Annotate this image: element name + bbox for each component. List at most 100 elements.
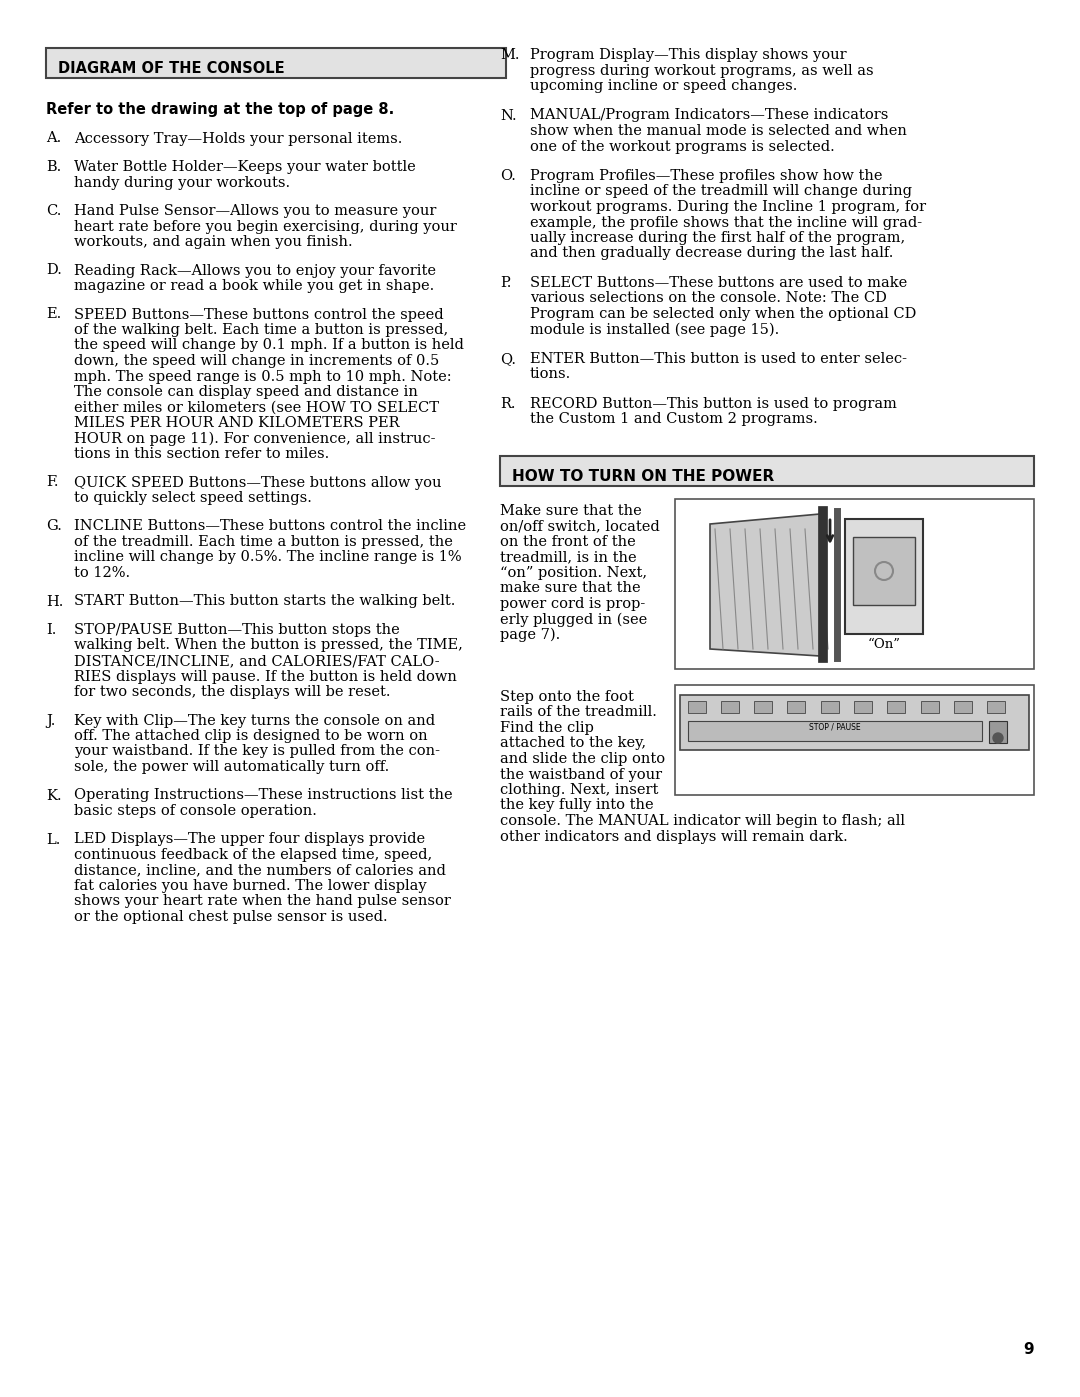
Text: Q.: Q. [500, 352, 516, 366]
Text: J.: J. [46, 714, 55, 728]
Text: RIES displays will pause. If the button is held down: RIES displays will pause. If the button … [75, 669, 457, 683]
Text: Water Bottle Holder—Keeps your water bottle: Water Bottle Holder—Keeps your water bot… [75, 161, 416, 175]
Text: K.: K. [46, 788, 62, 802]
Bar [721, 701, 739, 712]
Text: sole, the power will automatically turn off.: sole, the power will automatically turn … [75, 760, 389, 774]
Bar [989, 721, 1007, 743]
Text: of the walking belt. Each time a button is pressed,: of the walking belt. Each time a button … [75, 323, 448, 337]
Text: the speed will change by 0.1 mph. If a button is held: the speed will change by 0.1 mph. If a b… [75, 338, 464, 352]
Text: rails of the treadmill.: rails of the treadmill. [500, 705, 657, 719]
Text: incline or speed of the treadmill will change during: incline or speed of the treadmill will c… [530, 184, 912, 198]
Polygon shape [710, 514, 820, 657]
Bar [853, 536, 915, 605]
Text: HOUR on page 11). For convenience, all instruc-: HOUR on page 11). For convenience, all i… [75, 432, 435, 446]
Text: Make sure that the: Make sure that the [500, 504, 642, 518]
Text: START Button—This button starts the walking belt.: START Button—This button starts the walk… [75, 595, 456, 609]
Text: workouts, and again when you finish.: workouts, and again when you finish. [75, 235, 353, 249]
Text: distance, incline, and the numbers of calories and: distance, incline, and the numbers of ca… [75, 863, 446, 877]
Bar [887, 701, 905, 712]
Text: Program can be selected only when the optional CD: Program can be selected only when the op… [530, 307, 916, 321]
Bar [46, 47, 507, 78]
Text: O.: O. [500, 169, 516, 183]
Text: D.: D. [46, 264, 62, 278]
Text: ually increase during the first half of the program,: ually increase during the first half of … [530, 231, 905, 244]
Text: on the front of the: on the front of the [500, 535, 636, 549]
Bar [688, 701, 706, 712]
Text: Hand Pulse Sensor—Allows you to measure your: Hand Pulse Sensor—Allows you to measure … [75, 204, 436, 218]
Text: various selections on the console. Note: The CD: various selections on the console. Note:… [530, 292, 887, 306]
Text: Key with Clip—The key turns the console on and: Key with Clip—The key turns the console … [75, 714, 435, 728]
Text: handy during your workouts.: handy during your workouts. [75, 176, 291, 190]
Text: to quickly select speed settings.: to quickly select speed settings. [75, 490, 312, 504]
Bar [675, 499, 1034, 669]
Text: upcoming incline or speed changes.: upcoming incline or speed changes. [530, 80, 797, 94]
Text: F.: F. [46, 475, 58, 489]
Text: P.: P. [500, 277, 511, 291]
Text: 9: 9 [1024, 1343, 1034, 1356]
Text: Accessory Tray—Holds your personal items.: Accessory Tray—Holds your personal items… [75, 131, 403, 145]
Bar [921, 701, 939, 712]
Text: one of the workout programs is selected.: one of the workout programs is selected. [530, 140, 835, 154]
Text: incline will change by 0.5%. The incline range is 1%: incline will change by 0.5%. The incline… [75, 550, 461, 564]
Text: off. The attached clip is designed to be worn on: off. The attached clip is designed to be… [75, 729, 428, 743]
Text: Find the clip: Find the clip [500, 721, 594, 735]
Text: continuous feedback of the elapsed time, speed,: continuous feedback of the elapsed time,… [75, 848, 432, 862]
Text: heart rate before you begin exercising, during your: heart rate before you begin exercising, … [75, 219, 457, 233]
Text: your waistband. If the key is pulled from the con-: your waistband. If the key is pulled fro… [75, 745, 440, 759]
Text: erly plugged in (see: erly plugged in (see [500, 612, 647, 627]
Text: Program Display—This display shows your: Program Display—This display shows your [530, 47, 847, 61]
Bar [854, 701, 872, 712]
Text: other indicators and displays will remain dark.: other indicators and displays will remai… [500, 830, 848, 844]
Text: for two seconds, the displays will be reset.: for two seconds, the displays will be re… [75, 685, 391, 698]
Text: mph. The speed range is 0.5 mph to 10 mph. Note:: mph. The speed range is 0.5 mph to 10 mp… [75, 369, 451, 384]
Text: M.: M. [500, 47, 519, 61]
Text: HOW TO TURN ON THE POWER: HOW TO TURN ON THE POWER [512, 469, 774, 483]
Text: QUICK SPEED Buttons—These buttons allow you: QUICK SPEED Buttons—These buttons allow … [75, 475, 442, 489]
Text: clothing. Next, insert: clothing. Next, insert [500, 782, 659, 798]
Text: DISTANCE/INCLINE, and CALORIES/FAT CALO-: DISTANCE/INCLINE, and CALORIES/FAT CALO- [75, 654, 440, 668]
Bar [845, 520, 923, 634]
Text: basic steps of console operation.: basic steps of console operation. [75, 805, 316, 819]
Text: H.: H. [46, 595, 64, 609]
Bar [821, 701, 839, 712]
Text: walking belt. When the button is pressed, the TIME,: walking belt. When the button is pressed… [75, 638, 463, 652]
Text: RECORD Button—This button is used to program: RECORD Button—This button is used to pro… [530, 397, 896, 411]
Text: to 12%.: to 12%. [75, 566, 130, 580]
Text: SELECT Buttons—These buttons are used to make: SELECT Buttons—These buttons are used to… [530, 277, 907, 291]
Text: SPEED Buttons—These buttons control the speed: SPEED Buttons—These buttons control the … [75, 307, 444, 321]
Text: make sure that the: make sure that the [500, 581, 640, 595]
Bar [680, 694, 1029, 750]
Text: Reading Rack—Allows you to enjoy your favorite: Reading Rack—Allows you to enjoy your fa… [75, 264, 436, 278]
Text: A.: A. [46, 131, 62, 145]
Text: treadmill, is in the: treadmill, is in the [500, 550, 636, 564]
Text: console. The MANUAL indicator will begin to flash; all: console. The MANUAL indicator will begin… [500, 814, 905, 828]
Bar [675, 685, 1034, 795]
Text: and then gradually decrease during the last half.: and then gradually decrease during the l… [530, 246, 893, 260]
Bar [754, 701, 772, 712]
Text: R.: R. [500, 397, 515, 411]
Text: the Custom 1 and Custom 2 programs.: the Custom 1 and Custom 2 programs. [530, 412, 818, 426]
Text: G.: G. [46, 520, 62, 534]
Text: B.: B. [46, 161, 62, 175]
Text: the key fully into the: the key fully into the [500, 799, 653, 813]
Bar [987, 701, 1005, 712]
Text: either miles or kilometers (see HOW TO SELECT: either miles or kilometers (see HOW TO S… [75, 401, 438, 415]
Text: STOP / PAUSE: STOP / PAUSE [809, 724, 861, 732]
Text: LED Displays—The upper four displays provide: LED Displays—The upper four displays pro… [75, 833, 426, 847]
Text: attached to the key,: attached to the key, [500, 736, 646, 750]
Text: “on” position. Next,: “on” position. Next, [500, 566, 647, 580]
Text: progress during workout programs, as well as: progress during workout programs, as wel… [530, 63, 874, 77]
Text: magazine or read a book while you get in shape.: magazine or read a book while you get in… [75, 279, 434, 293]
Text: workout programs. During the Incline 1 program, for: workout programs. During the Incline 1 p… [530, 200, 927, 214]
Text: example, the profile shows that the incline will grad-: example, the profile shows that the incl… [530, 215, 922, 229]
Bar [954, 701, 972, 712]
Text: fat calories you have burned. The lower display: fat calories you have burned. The lower … [75, 879, 427, 893]
Text: or the optional chest pulse sensor is used.: or the optional chest pulse sensor is us… [75, 909, 388, 923]
Text: show when the manual mode is selected and when: show when the manual mode is selected an… [530, 124, 907, 138]
Bar [787, 701, 805, 712]
Text: Operating Instructions—These instructions list the: Operating Instructions—These instruction… [75, 788, 453, 802]
Text: INCLINE Buttons—These buttons control the incline: INCLINE Buttons—These buttons control th… [75, 520, 467, 534]
Text: ENTER Button—This button is used to enter selec-: ENTER Button—This button is used to ente… [530, 352, 907, 366]
Text: of the treadmill. Each time a button is pressed, the: of the treadmill. Each time a button is … [75, 535, 453, 549]
Text: I.: I. [46, 623, 56, 637]
